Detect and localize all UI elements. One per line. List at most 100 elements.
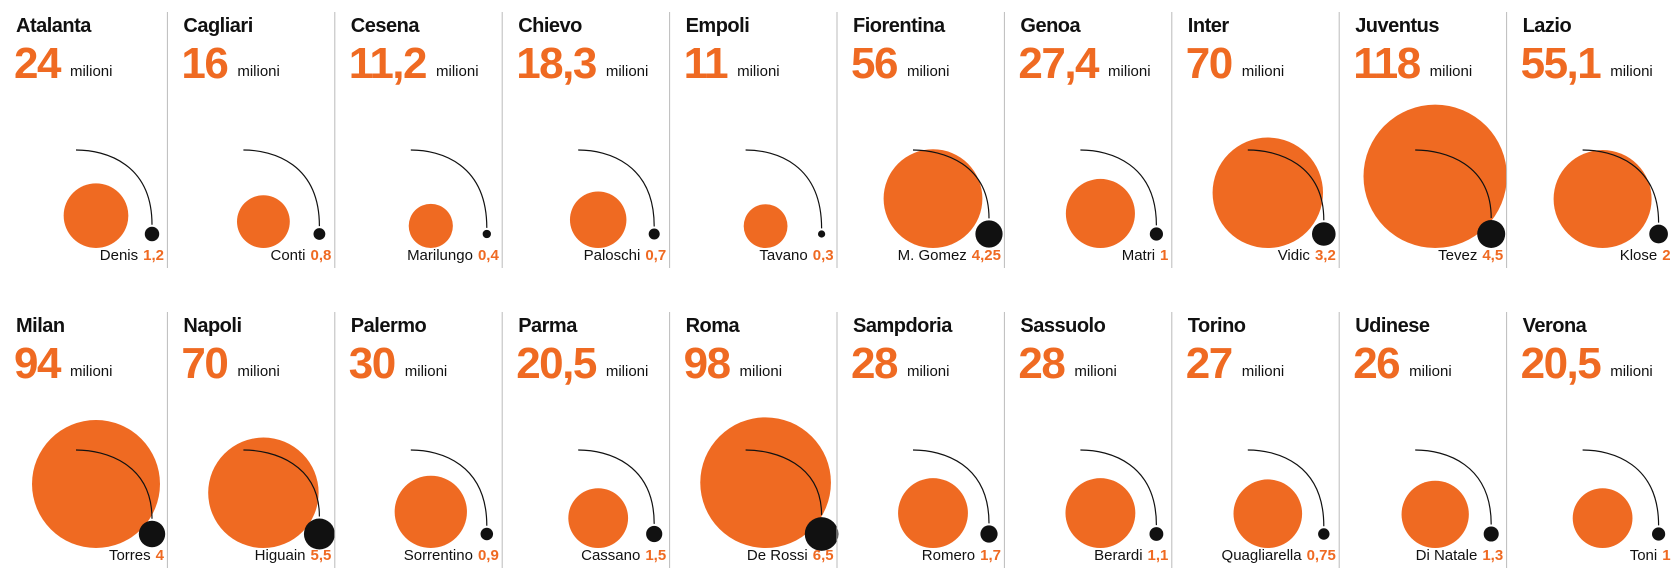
player-name: Cassano [581, 547, 640, 564]
arrow [578, 149, 655, 227]
salary-circle [480, 527, 494, 541]
salary-circle [980, 525, 998, 543]
salary: 4 [156, 547, 165, 564]
unit: milioni [740, 363, 783, 380]
unit: milioni [405, 363, 448, 380]
salary: 1,3 [1482, 547, 1503, 564]
budget: 16 [181, 39, 227, 88]
salary-circle [975, 220, 1003, 248]
player-label: Berardi 1,1 [1094, 547, 1168, 564]
salary-circle [482, 229, 491, 239]
player-label: Quagliarella 0,75 [1222, 547, 1336, 564]
salary-circle [1477, 219, 1506, 249]
team-name: Milan [16, 315, 65, 337]
budget: 18,3 [516, 39, 596, 88]
salary: 0,8 [311, 247, 332, 264]
salary-circle [1483, 526, 1499, 542]
unit: milioni [237, 363, 280, 380]
budget-circle [569, 191, 627, 248]
team-name: Sampdoria [853, 315, 953, 337]
budget: 27,4 [1018, 39, 1100, 88]
player-label: Romero 1,7 [922, 547, 1001, 564]
salary-circle [313, 228, 326, 240]
player-name: Torres [109, 547, 151, 564]
team-name: Cesena [351, 15, 421, 37]
arrow [745, 149, 823, 229]
salary: 0,7 [645, 247, 666, 264]
budget-circle [63, 183, 129, 248]
salary: 0,75 [1307, 547, 1336, 564]
player-label: De Rossi 6,5 [747, 547, 834, 564]
team-name: Torino [1188, 315, 1246, 337]
budget: 26 [1353, 339, 1399, 388]
arrow [410, 149, 488, 228]
arrow [1582, 149, 1660, 223]
budget: 27 [1186, 339, 1232, 388]
salary: 0,9 [478, 547, 499, 564]
salary-circle [646, 525, 663, 543]
salary: 5,5 [311, 547, 332, 564]
unit: milioni [1108, 63, 1151, 80]
salary: 0,3 [813, 247, 834, 264]
budget: 118 [1353, 39, 1421, 88]
budget: 11 [684, 39, 729, 88]
salary: 1,7 [980, 547, 1001, 564]
player-name: Higuain [255, 547, 306, 564]
budget: 98 [684, 339, 731, 388]
salary: 1,1 [1148, 547, 1169, 564]
budget-circle [1065, 178, 1135, 249]
team-name: Roma [686, 315, 741, 337]
team-name: Cagliari [183, 15, 252, 37]
arrow [912, 449, 990, 524]
team-name: Palermo [351, 315, 427, 337]
arrow [912, 149, 990, 219]
player-name: Denis [100, 247, 138, 264]
budget-circle [1233, 479, 1303, 548]
budget-circle [394, 475, 467, 548]
player-name: Conti [271, 247, 306, 264]
arrow [1415, 449, 1492, 525]
unit: milioni [70, 63, 113, 80]
budget: 30 [349, 339, 395, 388]
unit: milioni [1610, 63, 1653, 80]
unit: milioni [1242, 363, 1285, 380]
salary: 4,25 [972, 247, 1001, 264]
unit: milioni [907, 63, 950, 80]
unit: milioni [1074, 363, 1117, 380]
budget-circle [237, 195, 290, 249]
team-name: Genoa [1020, 15, 1081, 37]
budget-circle [700, 417, 831, 548]
team-name: Atalanta [16, 15, 92, 37]
player-name: Berardi [1094, 547, 1142, 564]
salary-circle [144, 226, 160, 242]
unit: milioni [70, 363, 113, 380]
budget-circle [408, 203, 453, 248]
team-name: Napoli [183, 315, 241, 337]
player-name: Matri [1122, 247, 1155, 264]
unit: milioni [1610, 363, 1653, 380]
player-name: Marilungo [407, 247, 473, 264]
budget: 20,5 [1521, 339, 1602, 388]
player-name: Paloschi [584, 247, 641, 264]
arrow [1080, 149, 1157, 226]
player-label: Denis 1,2 [100, 247, 164, 264]
player-label: Higuain 5,5 [255, 547, 332, 564]
budget: 28 [1018, 339, 1065, 388]
arrow [1080, 449, 1157, 526]
salary: 2 [1662, 247, 1670, 264]
budget: 28 [851, 339, 898, 388]
budget-circle [1572, 488, 1633, 548]
salary-circle [817, 230, 826, 238]
unit: milioni [1242, 63, 1285, 80]
team-name: Sassuolo [1020, 315, 1105, 337]
